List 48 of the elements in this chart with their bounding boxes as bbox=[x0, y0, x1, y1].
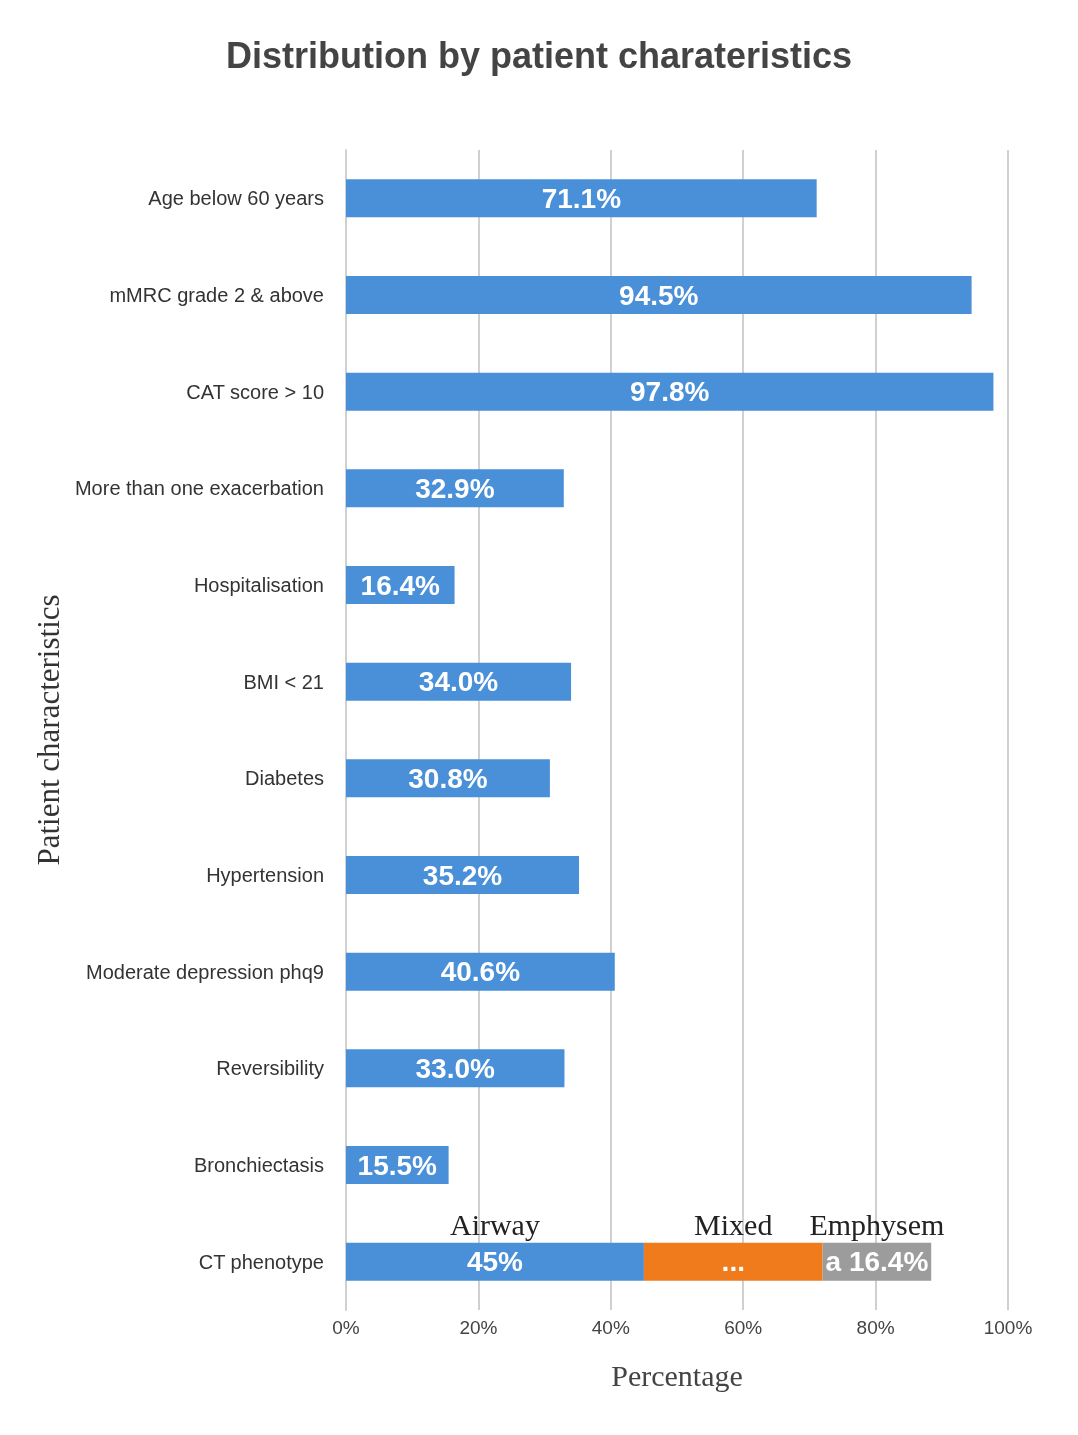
y-tick-label: BMI < 21 bbox=[243, 670, 324, 693]
data-label: 30.8% bbox=[408, 762, 488, 794]
x-tick-label: 100% bbox=[983, 1317, 1033, 1338]
y-tick-label: Hypertension bbox=[206, 864, 324, 886]
series-label: Mixed bbox=[694, 1208, 773, 1242]
y-tick-label: Moderate depression phq9 bbox=[86, 960, 324, 983]
y-tick-label: More than one exacerbation bbox=[74, 477, 324, 500]
y-axis-title: Patient characteristics bbox=[31, 594, 67, 866]
y-tick-label: Reversibility bbox=[216, 1057, 324, 1080]
data-label: 94.5% bbox=[619, 279, 699, 311]
bar bbox=[346, 372, 994, 411]
bar bbox=[643, 1242, 823, 1281]
data-label: 16.4% bbox=[360, 569, 441, 601]
data-label: 33.0% bbox=[415, 1052, 496, 1084]
data-label: ... bbox=[721, 1246, 745, 1278]
bar bbox=[346, 952, 615, 991]
y-tick-label: CAT score > 10 bbox=[186, 380, 324, 403]
data-label: 34.0% bbox=[418, 666, 499, 698]
y-tick-label: Age below 60 years bbox=[148, 187, 324, 210]
data-label: 15.5% bbox=[357, 1149, 438, 1181]
data-label: 45% bbox=[466, 1246, 524, 1278]
bar bbox=[346, 1242, 644, 1281]
bar bbox=[346, 662, 572, 701]
x-tick-label: 20% bbox=[459, 1317, 498, 1338]
y-tick-label: mMRC grade 2 & above bbox=[109, 284, 324, 306]
data-label: 32.9% bbox=[415, 472, 495, 504]
data-label: 35.2% bbox=[422, 859, 503, 891]
bar bbox=[346, 276, 972, 314]
x-tick-label: 80% bbox=[856, 1317, 895, 1338]
data-label: a 16.4% bbox=[825, 1246, 929, 1278]
y-tick-label: Bronchiectasis bbox=[193, 1154, 324, 1176]
bar bbox=[346, 1049, 565, 1088]
series-label: Emphysem bbox=[809, 1208, 945, 1242]
data-label: 97.8% bbox=[630, 376, 710, 408]
x-tick-label: 0% bbox=[332, 1317, 360, 1338]
data-label: 71.1% bbox=[541, 182, 622, 214]
chart-title: Distribution by patient charateristics bbox=[225, 34, 853, 76]
y-tick-label: CT phenotype bbox=[198, 1250, 324, 1273]
data-label: 40.6% bbox=[440, 956, 521, 988]
bar bbox=[346, 856, 580, 894]
y-tick-label: Diabetes bbox=[245, 767, 324, 790]
y-tick-label: Hospitalisation bbox=[193, 574, 324, 596]
x-tick-label: 40% bbox=[591, 1317, 630, 1338]
x-tick-label: 60% bbox=[724, 1317, 763, 1338]
series-label: Airway bbox=[449, 1208, 540, 1242]
bar bbox=[346, 469, 564, 508]
bar bbox=[346, 179, 817, 218]
x-axis-title: Percentage bbox=[611, 1358, 743, 1392]
